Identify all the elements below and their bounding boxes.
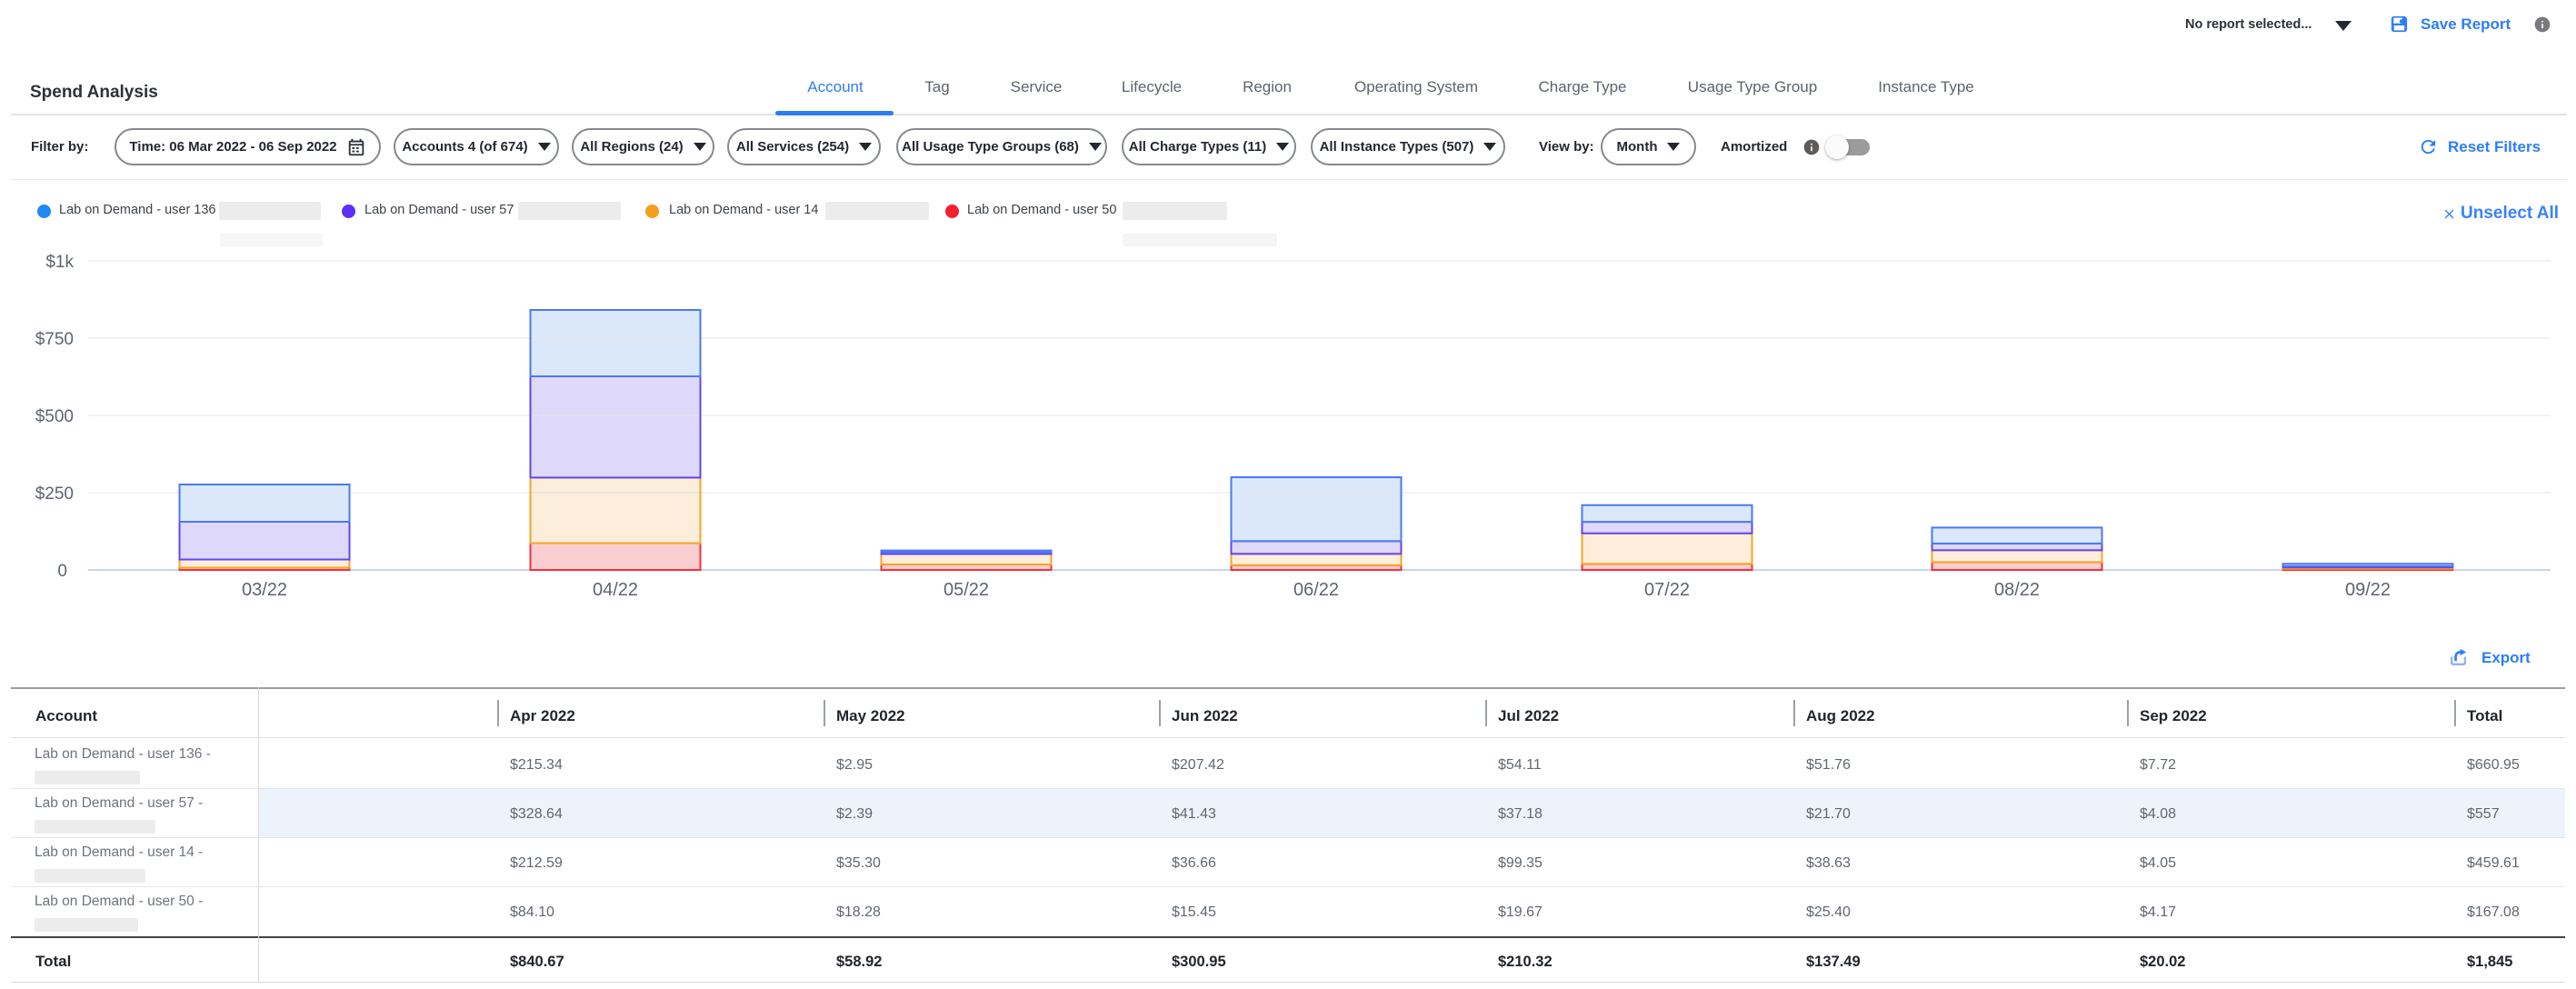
svg-text:08/22: 08/22 <box>1994 580 2040 600</box>
svg-text:05/22: 05/22 <box>944 580 989 600</box>
svg-text:07/22: 07/22 <box>1644 580 1690 600</box>
svg-text:$500: $500 <box>35 407 74 426</box>
svg-text:$1k: $1k <box>45 253 74 272</box>
svg-text:$250: $250 <box>35 485 74 504</box>
svg-text:$750: $750 <box>35 330 74 349</box>
svg-text:04/22: 04/22 <box>593 580 638 600</box>
svg-text:09/22: 09/22 <box>2345 580 2391 600</box>
svg-text:0: 0 <box>57 562 67 581</box>
svg-text:06/22: 06/22 <box>1293 580 1339 600</box>
svg-text:03/22: 03/22 <box>242 580 287 600</box>
